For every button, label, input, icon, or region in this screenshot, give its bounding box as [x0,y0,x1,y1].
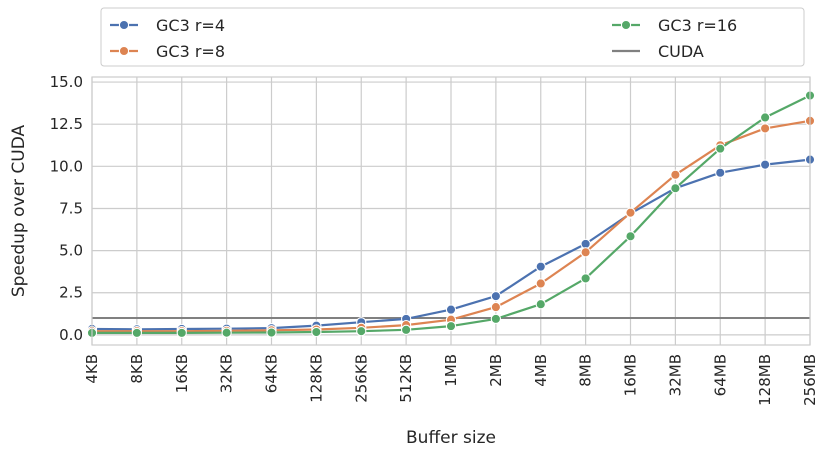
data-point [535,299,546,310]
data-point [670,169,681,180]
y-axis-title: Speedup over CUDA [9,124,29,297]
x-tick-label: 32MB [666,354,684,396]
data-point [670,183,681,194]
legend: GC3 r=4 GC3 r=8 GC3 r=16 CUDA [100,7,805,67]
series-layer [86,90,816,339]
legend-label: GC3 r=8 [156,42,225,61]
y-tick-label: 7.5 [59,199,83,217]
x-tick-label: 256MB [801,354,819,406]
x-tick-label: 4MB [532,354,550,387]
series-gc3-r-16 [86,90,816,339]
x-tick-label: 8KB [128,354,146,384]
data-point [715,143,726,154]
series-gc3-r-4 [86,154,816,335]
x-tick-label: 16MB [622,354,640,396]
x-tick-label: 64KB [263,354,281,393]
y-tick-label: 2.5 [59,284,83,302]
data-point [715,167,726,178]
data-point [535,261,546,272]
data-point [625,231,636,242]
data-point [759,159,771,170]
data-point [580,238,591,250]
data-point [580,247,591,258]
legend-label: GC3 r=16 [658,16,737,35]
y-tick-label: 12.5 [50,115,83,133]
x-tick-label: 2MB [487,354,505,387]
x-tick-label: 256KB [352,354,370,403]
x-tick-label: 8MB [577,354,595,387]
x-tick-label: 16KB [173,354,191,393]
data-point [535,278,546,289]
data-point [266,327,277,338]
legend-marker [118,45,130,57]
x-tick-labels: 4KB 8KB 16KB 32KB 64KB 128KB 256KB 512KB 1MB 2MB 4… [83,354,819,406]
y-tick-label: 5.0 [59,242,83,260]
data-point [131,327,143,339]
data-point [311,326,322,338]
data-point [759,123,771,134]
x-tick-label: 32KB [218,354,236,393]
legend-label: CUDA [658,42,704,61]
data-point [176,327,187,339]
legend-label: GC3 r=4 [156,16,225,35]
data-point [490,290,502,302]
data-point [490,301,502,313]
x-tick-label: 128KB [307,354,325,403]
data-point [490,313,502,325]
data-point [580,273,591,284]
data-point [445,304,457,315]
x-axis-title: Buffer size [406,428,496,448]
legend-marker [118,19,130,31]
x-tick-label: 1MB [442,354,460,387]
data-point [356,326,367,337]
legend-entry: GC3 r=4 [110,16,225,35]
data-point [221,327,232,338]
plot-frame [91,76,811,346]
legend-entry: GC3 r=16 [612,16,737,35]
y-tick-label: 0.0 [59,326,83,344]
legend-entry: CUDA [612,42,704,61]
legend-entry: GC3 r=8 [110,42,225,61]
x-tick-label: 4KB [83,354,101,384]
y-tick-label: 10.0 [50,157,83,175]
data-point [400,324,412,335]
data-point [445,320,457,332]
legend-marker [620,19,632,31]
data-point [625,207,636,218]
x-tick-label: 64MB [711,354,729,396]
y-tick-label: 15.0 [50,73,83,91]
x-tick-label: 512KB [397,354,415,403]
x-tick-label: 128MB [756,354,774,406]
data-point [759,112,771,123]
y-tick-labels: 0.0 2.5 5.0 7.5 10.0 12.5 15.0 [50,73,83,344]
